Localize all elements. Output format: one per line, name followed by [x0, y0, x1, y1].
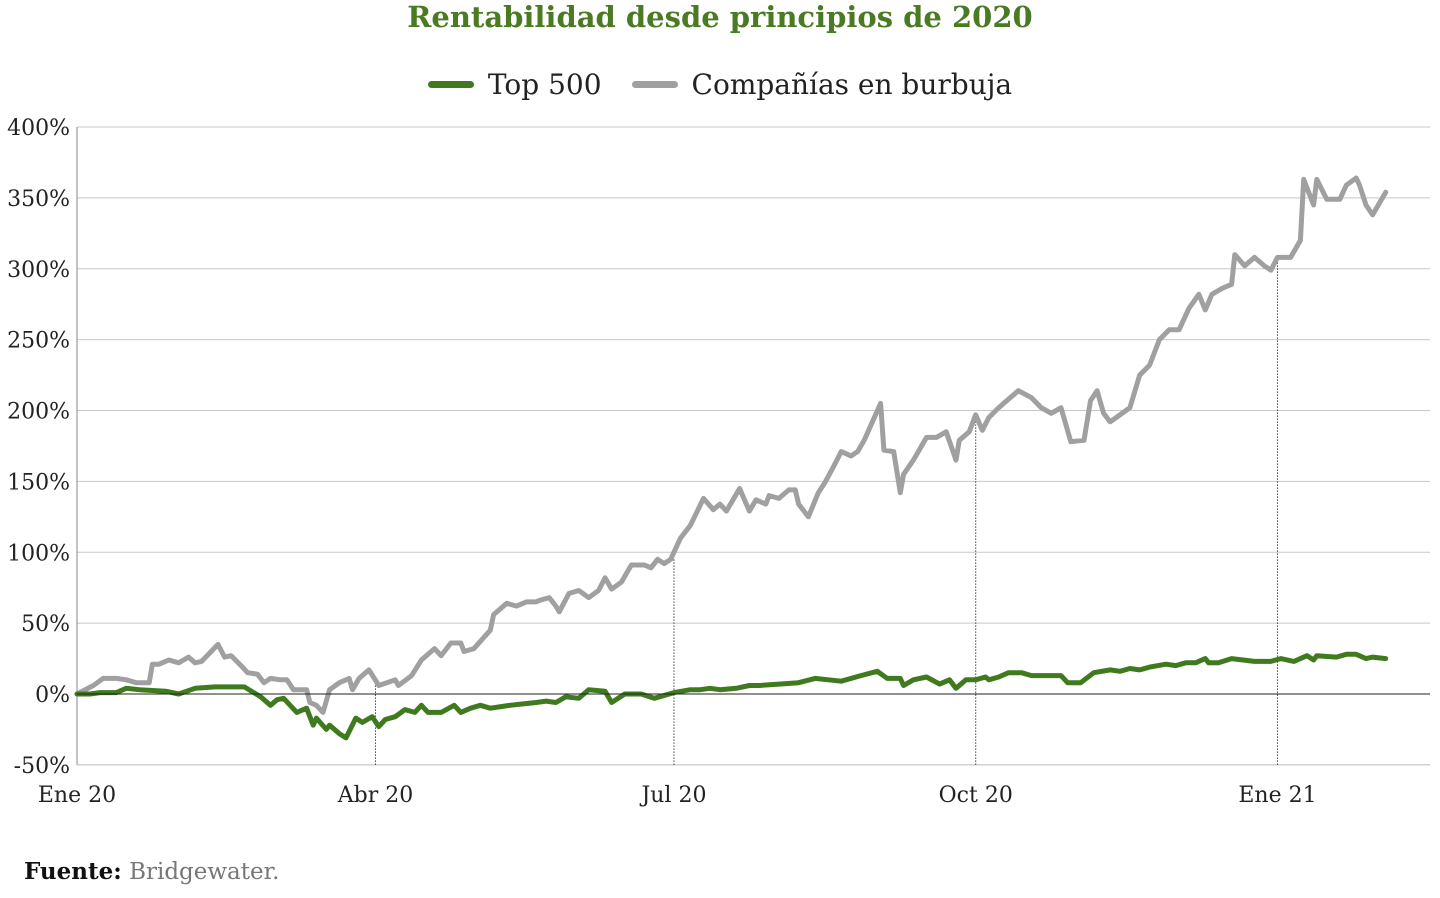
legend-label-top500: Top 500 — [487, 68, 602, 101]
y-tick-label: 100% — [7, 541, 70, 566]
y-tick-label: 150% — [7, 470, 70, 495]
legend-item-burbuja: Compañías en burbuja — [631, 68, 1013, 101]
y-tick-label: 300% — [7, 258, 70, 283]
x-tick-label: Ene 20 — [38, 783, 116, 808]
legend: Top 500 Compañías en burbuja — [0, 68, 1440, 101]
y-tick-label: 0% — [35, 683, 70, 708]
legend-swatch-burbuja — [631, 81, 678, 88]
y-tick-label: 50% — [21, 612, 70, 637]
y-tick-label: -50% — [14, 754, 70, 779]
y-tick-label: 250% — [7, 329, 70, 354]
source-label: Fuente: — [24, 858, 122, 885]
y-tick-label: 400% — [7, 116, 70, 141]
x-tick-label: Jul 20 — [639, 783, 706, 808]
source-text: Bridgewater. — [129, 859, 280, 885]
y-tick-label: 200% — [7, 400, 70, 425]
source-note: Fuente: Bridgewater. — [24, 858, 279, 885]
x-tick-label: Abr 20 — [337, 783, 413, 808]
x-tick-label: Ene 21 — [1238, 783, 1316, 808]
legend-item-top500: Top 500 — [427, 68, 602, 101]
legend-label-burbuja: Compañías en burbuja — [691, 68, 1013, 101]
series-line-burbuja — [74, 175, 1389, 715]
legend-swatch-top500 — [427, 81, 474, 88]
chart-title: Rentabilidad desde principios de 2020 — [407, 0, 1033, 34]
series-line-top500 — [74, 651, 1389, 741]
y-tick-label: 350% — [7, 187, 70, 212]
x-tick-label: Oct 20 — [939, 783, 1013, 808]
